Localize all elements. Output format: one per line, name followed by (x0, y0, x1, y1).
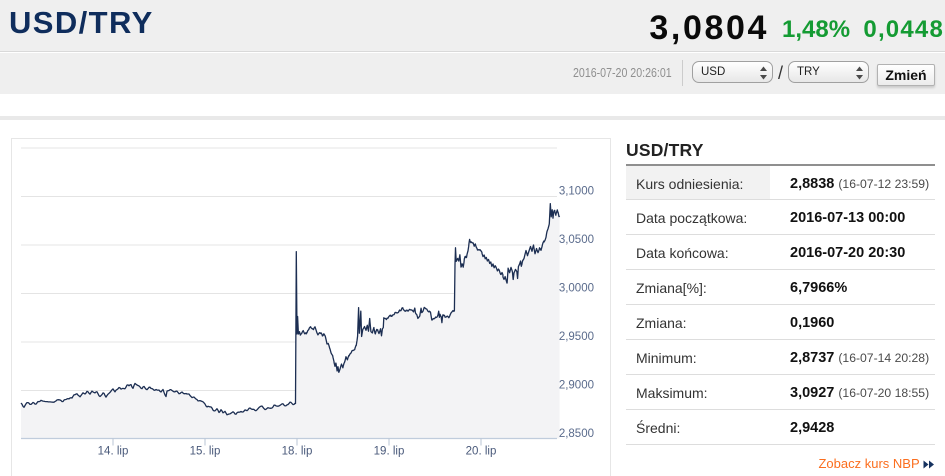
svg-text:19. lip: 19. lip (374, 446, 405, 458)
svg-text:14. lip: 14. lip (98, 446, 129, 458)
svg-text:18. lip: 18. lip (282, 446, 313, 458)
svg-text:2,8500: 2,8500 (559, 428, 594, 440)
svg-text:2,9000: 2,9000 (559, 380, 594, 392)
svg-text:15. lip: 15. lip (190, 446, 221, 458)
svg-text:3,0500: 3,0500 (559, 234, 594, 246)
svg-text:3,1000: 3,1000 (559, 186, 594, 198)
svg-text:3,0000: 3,0000 (559, 283, 594, 295)
svg-text:20. lip: 20. lip (466, 446, 497, 458)
svg-text:2,9500: 2,9500 (559, 331, 594, 343)
